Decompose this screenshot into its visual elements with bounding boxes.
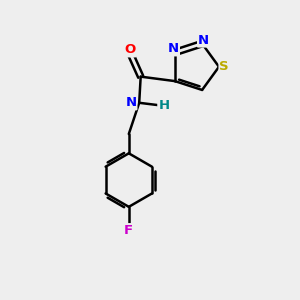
Text: N: N xyxy=(168,42,179,56)
Text: F: F xyxy=(124,224,134,237)
Text: N: N xyxy=(198,34,209,46)
Text: S: S xyxy=(220,60,229,73)
Text: N: N xyxy=(125,96,136,109)
Text: H: H xyxy=(158,99,169,112)
Text: O: O xyxy=(124,44,135,56)
